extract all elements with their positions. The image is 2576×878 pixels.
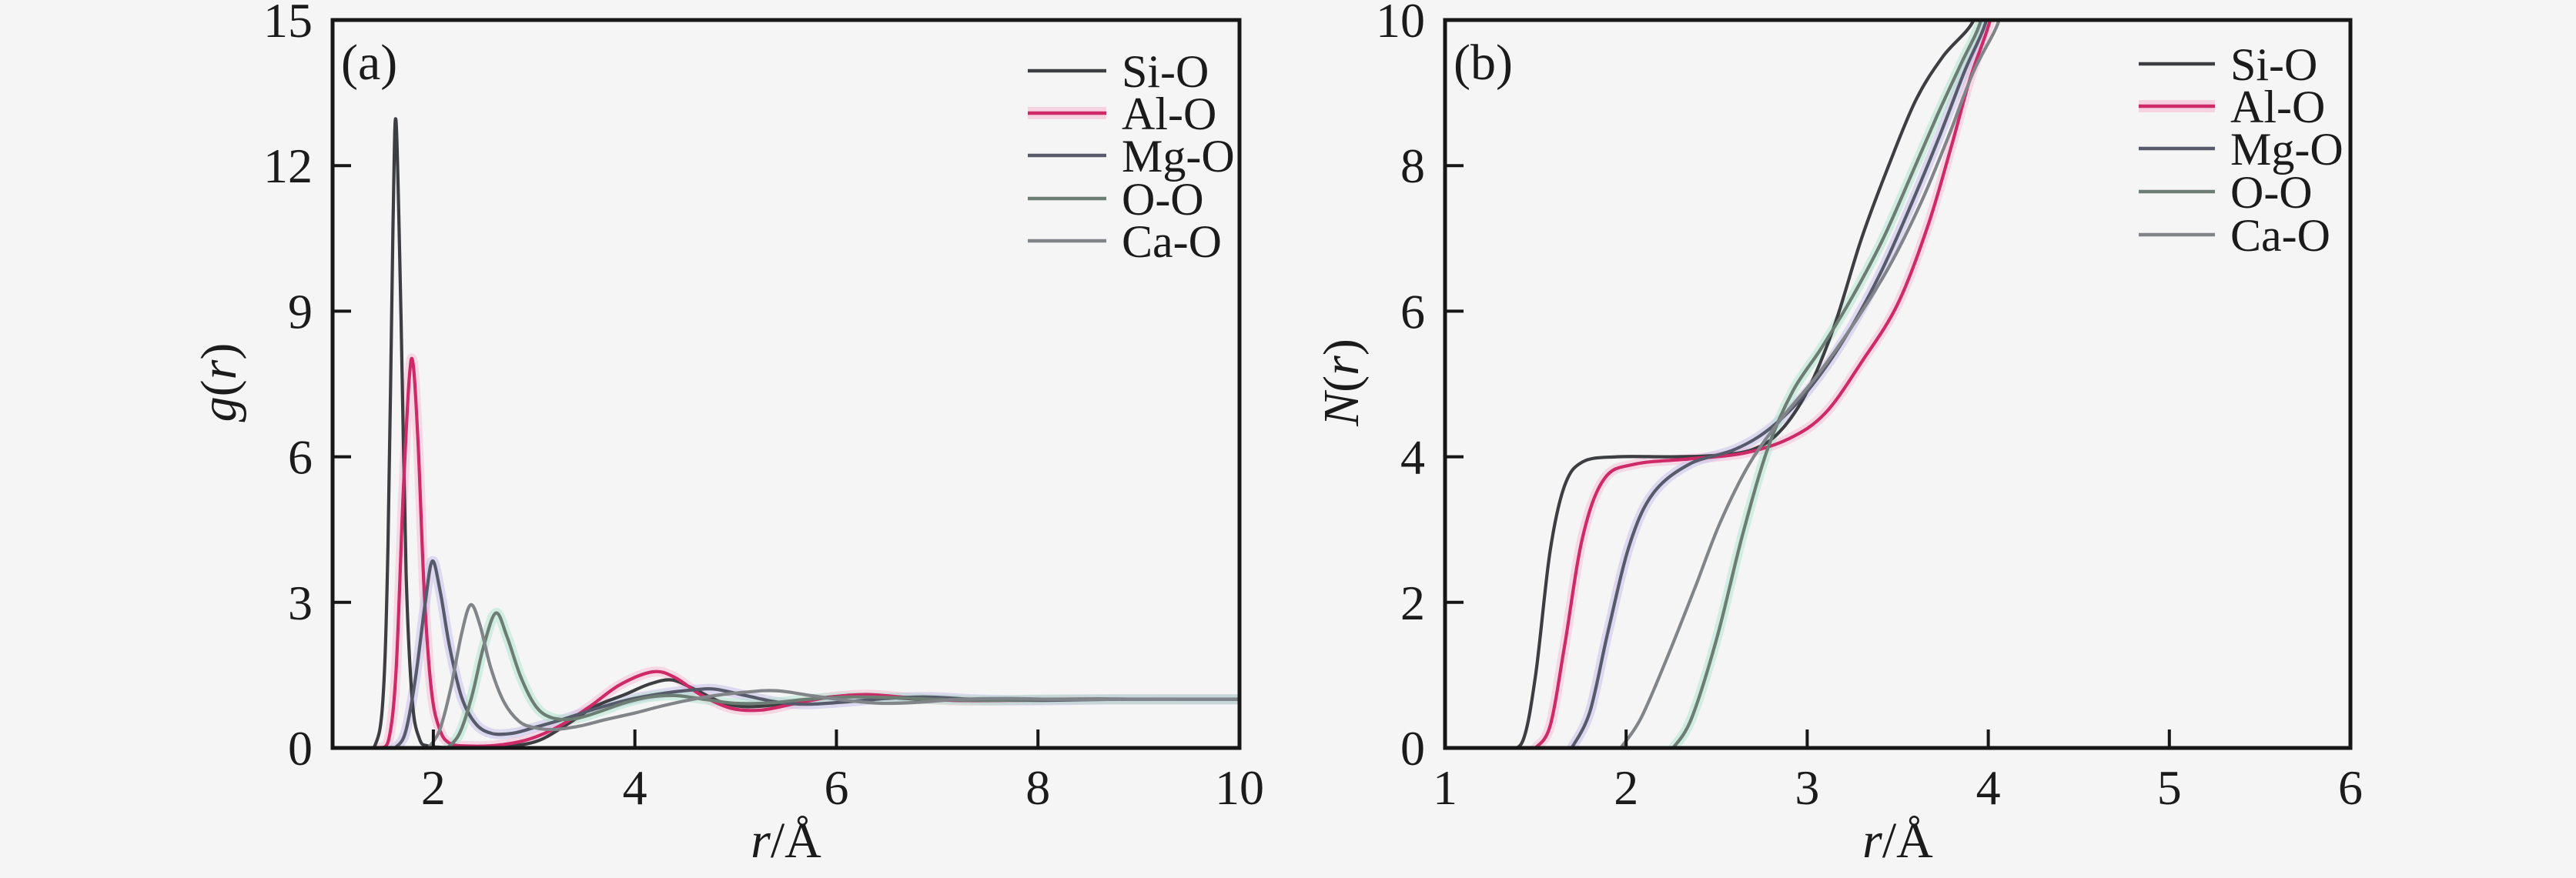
legend-label-al-o: Al-O — [2230, 82, 2325, 132]
legend-label-ca-o: Ca-O — [2230, 210, 2330, 261]
legend-label-mg-o: Mg-O — [2230, 124, 2343, 175]
y-tick-label: 3 — [288, 576, 313, 630]
curve-al-o — [378, 356, 1239, 748]
legend-label-al-o: Al-O — [1122, 88, 1216, 139]
legend-item-mg-o: Mg-O — [2139, 124, 2343, 175]
panel-label: (b) — [1454, 35, 1513, 91]
y-tick-label: 10 — [1376, 0, 1425, 48]
legend-label-o-o: O-O — [1122, 174, 1204, 225]
x-tick-label: 4 — [623, 760, 647, 815]
curve-ca-o — [427, 603, 1239, 748]
legend-item-ca-o: Ca-O — [1028, 216, 1222, 267]
x-tick-label: 8 — [1025, 760, 1050, 815]
legend-item-al-o: Al-O — [2139, 82, 2325, 132]
curve-glow-mg-o — [390, 556, 1239, 748]
legend-item-si-o: Si-O — [2139, 39, 2317, 90]
legend-item-si-o: Si-O — [1028, 46, 1209, 97]
y-tick-label: 12 — [263, 139, 313, 193]
y-tick-label: 8 — [1400, 139, 1425, 193]
legend-label-ca-o: Ca-O — [1122, 216, 1222, 267]
x-axis-title-part: r — [1862, 813, 1882, 869]
curve-glow-mg-o — [1567, 20, 1992, 748]
legend-item-ca-o: Ca-O — [2139, 210, 2330, 261]
y-axis-title-part: g — [191, 396, 247, 422]
legend-item-al-o: Al-O — [1028, 88, 1216, 139]
y-axis-title-part: ( — [191, 379, 247, 396]
curve-mg-o — [393, 559, 1239, 748]
legend-label-si-o: Si-O — [1122, 46, 1209, 97]
x-tick-label: 2 — [421, 760, 446, 815]
curve-al-o — [1534, 20, 1992, 748]
curves-area — [1504, 20, 2001, 748]
legend-item-mg-o: Mg-O — [1028, 131, 1235, 182]
legend-label-mg-o: Mg-O — [1122, 131, 1235, 182]
x-axis-title-part: r — [751, 813, 771, 869]
legend: Si-OAl-OMg-OO-OCa-O — [1028, 46, 1235, 267]
y-axis-title-part: N — [1313, 389, 1370, 427]
x-axis-title: r/Å — [751, 813, 821, 869]
x-tick-label: 4 — [1976, 760, 2001, 815]
y-tick-label: 15 — [263, 0, 313, 48]
curve-mg-o — [1570, 20, 1989, 748]
y-axis-title-part: ) — [191, 343, 247, 360]
curve-si-o — [361, 117, 1239, 748]
curve-si-o — [1504, 20, 1976, 748]
legend-item-o-o: O-O — [1028, 174, 1204, 225]
y-tick-label: 4 — [1400, 430, 1425, 485]
curve-o-o — [1671, 20, 1983, 748]
y-tick-label: 6 — [288, 430, 313, 485]
x-tick-label: 3 — [1795, 760, 1819, 815]
curve-o-o — [446, 611, 1239, 748]
y-tick-label: 0 — [288, 721, 313, 776]
y-tick-label: 0 — [1400, 721, 1425, 776]
y-tick-label: 9 — [288, 284, 313, 339]
y-tick-label: 6 — [1400, 284, 1425, 339]
x-tick-label: 1 — [1433, 760, 1457, 815]
y-axis-title-part: r — [1313, 356, 1370, 376]
curve-ca-o — [1619, 20, 2001, 748]
y-axis-title-part: ( — [1313, 376, 1370, 392]
y-axis-title: g(r) — [191, 343, 247, 422]
plot-frame — [330, 18, 1242, 750]
curve-glow-al-o — [375, 353, 1239, 748]
curves-area — [361, 117, 1239, 748]
legend-item-o-o: O-O — [2139, 167, 2313, 218]
x-tick-label: 2 — [1614, 760, 1638, 815]
x-axis-title-part: /Å — [771, 813, 821, 869]
legend-label-o-o: O-O — [2230, 167, 2313, 218]
x-tick-label: 6 — [2338, 760, 2363, 815]
x-tick-label: 10 — [1215, 760, 1264, 815]
x-axis-title-part: /Å — [1882, 813, 1933, 869]
x-tick-label: 5 — [2157, 760, 2182, 815]
y-axis-title-part: r — [191, 359, 247, 379]
x-axis-title: r/Å — [1862, 813, 1933, 869]
legend-label-si-o: Si-O — [2230, 39, 2317, 90]
panel-label: (a) — [341, 35, 397, 91]
y-axis-title-part: ) — [1313, 339, 1370, 356]
plot-frame — [1443, 18, 2353, 750]
x-tick-label: 6 — [824, 760, 848, 815]
y-tick-label: 2 — [1400, 576, 1425, 630]
y-axis-title: N(r) — [1313, 339, 1370, 427]
legend: Si-OAl-OMg-OO-OCa-O — [2139, 39, 2343, 261]
